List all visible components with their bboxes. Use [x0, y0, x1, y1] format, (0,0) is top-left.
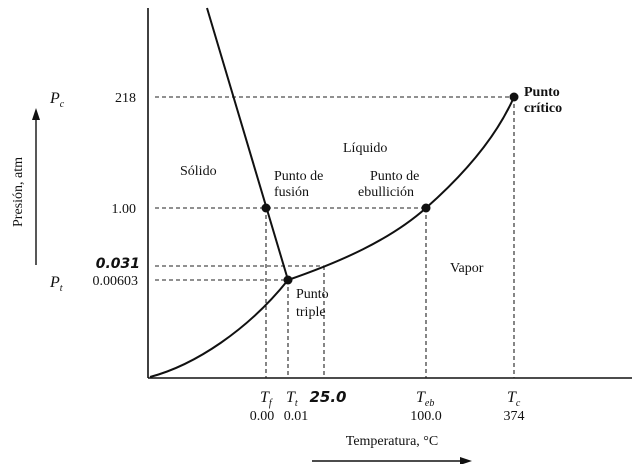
- y-axis-title: Presión, atm: [11, 157, 26, 227]
- y-axis-arrow: [32, 108, 40, 265]
- x-axis-title: Temperatura, °C: [346, 434, 438, 449]
- region-vapor-label: Vapor: [450, 261, 484, 276]
- x-tick-0-01: 0.01: [284, 409, 309, 424]
- critical-point-label: Punto crítico: [524, 85, 563, 116]
- x-symbol-tt: Tt: [286, 389, 298, 409]
- triple-point-label: Punto triple: [296, 287, 332, 320]
- x-tick-374: 374: [504, 409, 525, 424]
- fusion-point-label: Punto de fusión: [274, 169, 327, 200]
- y-tick-1-00: 1.00: [112, 202, 137, 217]
- x-axis-arrow: [312, 457, 472, 464]
- region-solid-label: Sólido: [180, 164, 217, 179]
- x-symbol-teb: Teb: [416, 389, 434, 409]
- critical-point-marker: [509, 92, 519, 102]
- fusion-curve: [206, 7, 289, 281]
- y-symbol-pc: Pc: [49, 90, 65, 110]
- x-tick-25-0: 25.0: [309, 388, 346, 406]
- fusion-point-marker: [261, 203, 271, 213]
- x-symbol-tc: Tc: [507, 389, 521, 409]
- x-tick-100-0: 100.0: [410, 409, 442, 424]
- y-tick-218: 218: [115, 91, 136, 106]
- y-symbol-pt: Pt: [49, 274, 63, 294]
- x-tick-0-00: 0.00: [250, 409, 275, 424]
- y-tick-0-00603: 0.00603: [93, 274, 139, 289]
- boiling-point-marker: [421, 203, 431, 213]
- boiling-point-label: Punto de ebullición: [358, 169, 423, 200]
- region-liquid-label: Líquido: [343, 141, 387, 156]
- x-symbol-tf: Tf: [260, 389, 273, 409]
- triple-point-marker: [283, 275, 293, 285]
- guide-lines: [155, 96, 515, 378]
- y-tick-0-031: 0.031: [96, 256, 140, 272]
- sublimation-curve: [149, 279, 289, 378]
